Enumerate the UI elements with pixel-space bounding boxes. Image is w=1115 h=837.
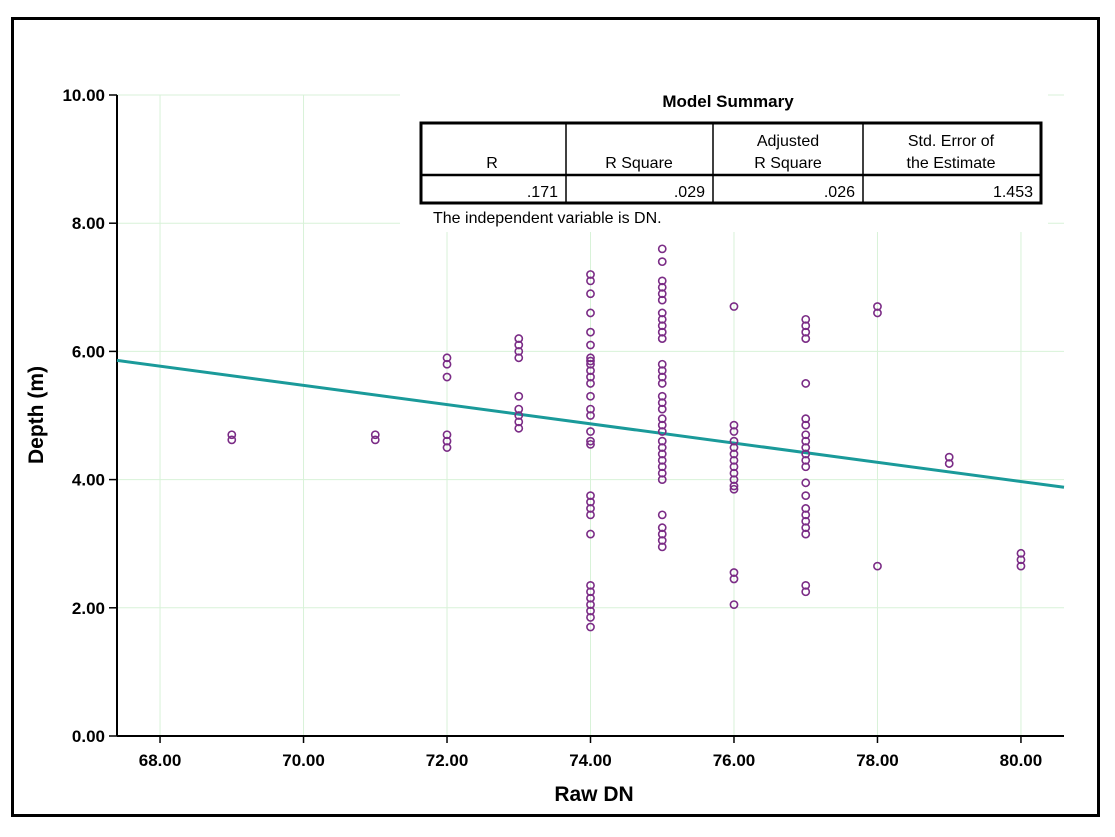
header-adjusted-line1: Adjusted (757, 133, 819, 150)
y-axis-title: Depth (m) (25, 366, 48, 464)
data-point-31 (586, 391, 595, 401)
data-point-95 (729, 574, 739, 584)
data-point-84 (729, 427, 739, 436)
x-tick-label-4: 76.00 (713, 751, 756, 770)
data-point-22 (586, 308, 595, 318)
data-point-36 (586, 439, 595, 449)
data-points-layer (227, 244, 1026, 632)
data-point-121 (873, 561, 882, 571)
data-point-49 (657, 244, 667, 254)
data-point-14 (514, 391, 524, 401)
data-point-41 (586, 529, 595, 539)
model-summary-border (419, 121, 1043, 205)
y-tick-label-5: 10.00 (62, 86, 105, 105)
value-std-error: 1.453 (993, 184, 1033, 201)
data-point-0 (227, 430, 237, 440)
data-point-66 (657, 404, 667, 414)
data-point-20 (586, 276, 595, 286)
data-point-26 (586, 356, 595, 366)
data-point-126 (1016, 561, 1026, 571)
axes-layer: 68.00 70.00 72.00 74.00 76.00 78.00 80.00 0.00 2… (62, 86, 1064, 770)
data-point-2 (370, 430, 380, 440)
model-summary-table: Model Summary R R Square Adjusted R Squa… (400, 86, 1048, 232)
data-point-13 (514, 353, 524, 363)
data-point-54 (657, 295, 667, 305)
x-tick-label-0: 68.00 (139, 751, 182, 770)
data-point-33 (586, 411, 595, 420)
header-r: R (486, 155, 498, 172)
x-tick-label-2: 72.00 (426, 751, 469, 770)
data-point-1 (227, 435, 237, 445)
data-point-5 (442, 359, 452, 369)
value-r: .171 (527, 184, 558, 201)
y-tick-label-3: 6.00 (72, 342, 105, 361)
grid-layer (117, 94, 1064, 736)
data-point-9 (442, 443, 452, 452)
header-r-square: R Square (605, 155, 673, 172)
data-point-3 (370, 435, 380, 445)
header-std-error-line2: the Estimate (907, 155, 996, 172)
data-point-76 (657, 475, 667, 484)
data-point-24 (586, 340, 595, 350)
data-point-82 (729, 302, 739, 311)
data-point-47 (586, 613, 595, 622)
model-summary-title: Model Summary (662, 92, 794, 111)
data-point-35 (586, 436, 595, 446)
value-adjusted-r-square: .026 (824, 184, 855, 201)
data-point-109 (801, 462, 811, 472)
model-summary-footnote: The independent variable is DN. (433, 210, 662, 227)
data-point-118 (801, 587, 811, 597)
y-tick-label-0: 0.00 (72, 727, 105, 746)
data-point-59 (657, 334, 667, 343)
data-point-40 (586, 510, 595, 520)
data-point-30 (586, 379, 595, 388)
value-r-square: .029 (674, 184, 705, 201)
model-summary-backdrop (400, 86, 1048, 232)
x-axis-title: Raw DN (554, 783, 633, 806)
data-point-120 (873, 308, 882, 318)
x-tick-label-5: 78.00 (856, 751, 899, 770)
data-point-69 (657, 427, 667, 436)
data-point-116 (801, 529, 811, 539)
header-std-error-line1: Std. Error of (908, 133, 995, 150)
data-point-63 (657, 379, 667, 388)
data-point-103 (801, 420, 811, 430)
data-point-93 (729, 484, 739, 494)
regression-fit-line (116, 358, 1065, 489)
data-point-18 (514, 423, 524, 433)
header-adjusted-line2: R Square (754, 155, 822, 172)
x-tick-label-3: 74.00 (569, 751, 612, 770)
x-tick-label-6: 80.00 (1000, 751, 1043, 770)
data-point-100 (801, 334, 811, 343)
data-point-77 (657, 510, 667, 520)
data-point-101 (801, 379, 811, 388)
y-tick-label-4: 8.00 (72, 214, 105, 233)
data-point-111 (801, 491, 811, 501)
data-point-96 (729, 600, 739, 609)
y-tick-label-1: 2.00 (72, 599, 105, 618)
data-point-21 (586, 289, 595, 299)
data-point-110 (801, 478, 811, 488)
y-tick-label-2: 4.00 (72, 471, 105, 490)
data-point-123 (944, 459, 954, 468)
data-point-92 (729, 481, 739, 491)
x-tick-label-1: 70.00 (282, 751, 325, 770)
data-point-50 (657, 257, 667, 267)
fit-line-layer (116, 358, 1065, 489)
data-point-6 (442, 372, 452, 382)
data-point-81 (657, 542, 667, 552)
data-point-48 (586, 622, 595, 632)
data-point-23 (586, 327, 595, 337)
data-point-34 (586, 427, 595, 436)
